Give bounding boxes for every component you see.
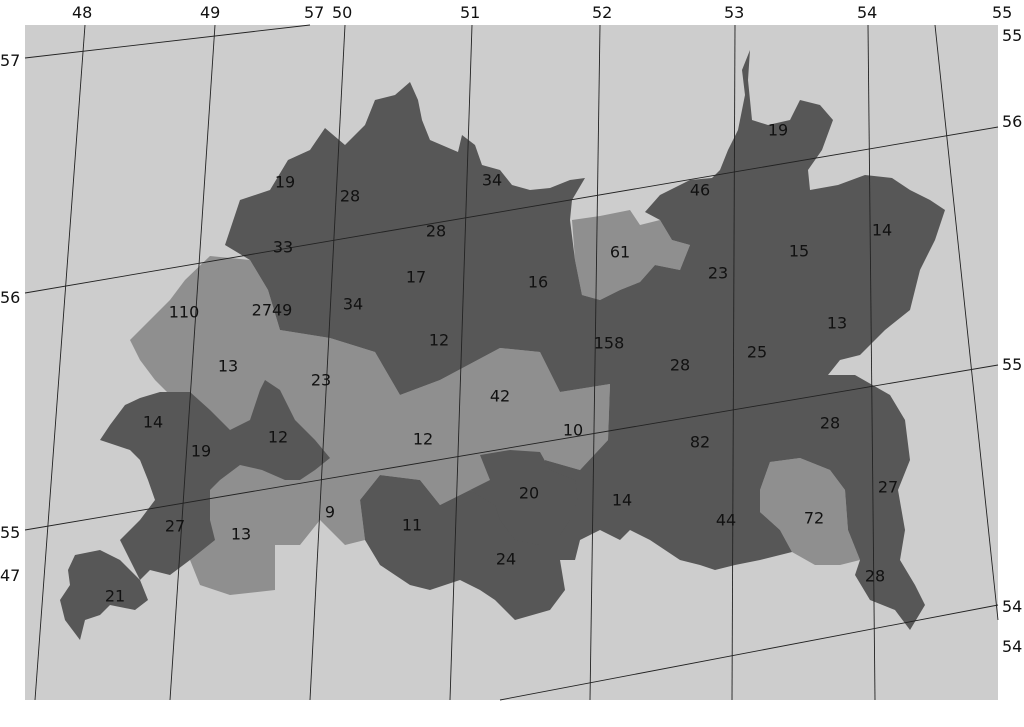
right-label: 55 <box>1002 355 1022 374</box>
left-label: 47 <box>0 566 20 585</box>
top-label: 50 <box>332 3 352 22</box>
region-value-label: 28 <box>865 567 885 586</box>
top-label: 55 <box>992 3 1012 22</box>
region-value-label: 61 <box>610 243 630 262</box>
region-value-label: 12 <box>413 430 433 449</box>
region-value-label: 11 <box>402 516 422 535</box>
left-label: 55 <box>0 523 20 542</box>
top-label: 49 <box>200 3 220 22</box>
region-value-label: 14 <box>872 221 892 240</box>
region-value-label: 10 <box>563 421 583 440</box>
right-label: 54 <box>1002 637 1022 656</box>
region-southwest-dark <box>100 380 330 580</box>
region-value-label: 28 <box>670 356 690 375</box>
region-20-dark <box>470 450 578 545</box>
region-value-label: 72 <box>804 509 824 528</box>
meridian-51 <box>449 24 473 701</box>
parallel-54 <box>499 604 999 701</box>
region-value-label: 9 <box>325 503 335 522</box>
top-label: 53 <box>724 3 744 22</box>
parallel-56 <box>24 126 999 294</box>
region-value-label: 24 <box>496 550 516 569</box>
region-value-label: 19 <box>768 121 788 140</box>
meridian-53 <box>731 24 736 701</box>
region-value-label: 19 <box>191 442 211 461</box>
top-label: 51 <box>460 3 480 22</box>
parallel-57 <box>24 24 311 59</box>
region-value-label: 12 <box>429 331 449 350</box>
meridian-52 <box>589 24 601 701</box>
region-value-label: 33 <box>273 238 293 257</box>
region-value-labels: 19 34 46 19 28 28 33 14 15 61 23 17 16 1… <box>105 121 898 606</box>
region-value-label: 158 <box>594 334 625 353</box>
left-label: 56 <box>0 288 20 307</box>
top-coordinate-labels: 48 49 57 50 51 52 53 54 55 <box>72 3 1012 22</box>
right-label: 54 <box>1002 597 1022 616</box>
region-value-label: 14 <box>143 413 163 432</box>
region-value-label: 20 <box>519 484 539 503</box>
region-value-label: 12 <box>268 428 288 447</box>
region-north-dark <box>225 50 945 630</box>
region-value-label: 28 <box>426 222 446 241</box>
parallel-55 <box>24 364 999 531</box>
meridian-55 <box>934 24 999 621</box>
region-value-label: 28 <box>820 414 840 433</box>
region-61-light <box>572 210 690 300</box>
region-west-light <box>130 256 610 595</box>
region-value-label: 21 <box>105 587 125 606</box>
left-coordinate-labels: 57 56 55 47 <box>0 51 20 585</box>
region-value-label: 27 <box>878 478 898 497</box>
region-value-label: 27 <box>165 517 185 536</box>
region-value-label: 110 <box>169 303 200 322</box>
top-label: 52 <box>592 3 612 22</box>
region-value-label: 19 <box>275 173 295 192</box>
graticule-lines <box>24 24 999 701</box>
dark-regions <box>60 50 945 640</box>
region-value-label: 42 <box>490 387 510 406</box>
region-value-label: 82 <box>690 433 710 452</box>
light-regions <box>130 210 860 595</box>
region-value-label: 14 <box>612 491 632 510</box>
region-value-label: 15 <box>789 242 809 261</box>
right-label: 56 <box>1002 112 1022 131</box>
meridian-50 <box>309 24 346 701</box>
region-value-label: 23 <box>311 371 331 390</box>
region-value-label: 23 <box>708 264 728 283</box>
region-value-label: 34 <box>482 171 502 190</box>
region-21-dark <box>60 550 148 640</box>
region-value-label: 17 <box>406 268 426 287</box>
region-72-light <box>760 458 860 565</box>
region-value-label: 46 <box>690 181 710 200</box>
meridian-54 <box>867 24 876 701</box>
region-value-label: 2749 <box>252 301 293 320</box>
region-value-label: 25 <box>747 343 767 362</box>
region-value-label: 44 <box>716 511 736 530</box>
right-label: 55 <box>1002 26 1022 45</box>
region-value-label: 34 <box>343 295 363 314</box>
left-label: 57 <box>0 51 20 70</box>
region-value-label: 13 <box>231 525 251 544</box>
region-value-label: 28 <box>340 187 360 206</box>
top-label: 54 <box>857 3 877 22</box>
meridian-48 <box>34 24 86 701</box>
right-coordinate-labels: 55 56 55 54 54 <box>1002 26 1022 656</box>
top-label: 48 <box>72 3 92 22</box>
region-value-label: 13 <box>827 314 847 333</box>
region-value-label: 16 <box>528 273 548 292</box>
meridian-49 <box>169 24 216 701</box>
region-value-label: 13 <box>218 357 238 376</box>
top-label: 57 <box>304 3 324 22</box>
